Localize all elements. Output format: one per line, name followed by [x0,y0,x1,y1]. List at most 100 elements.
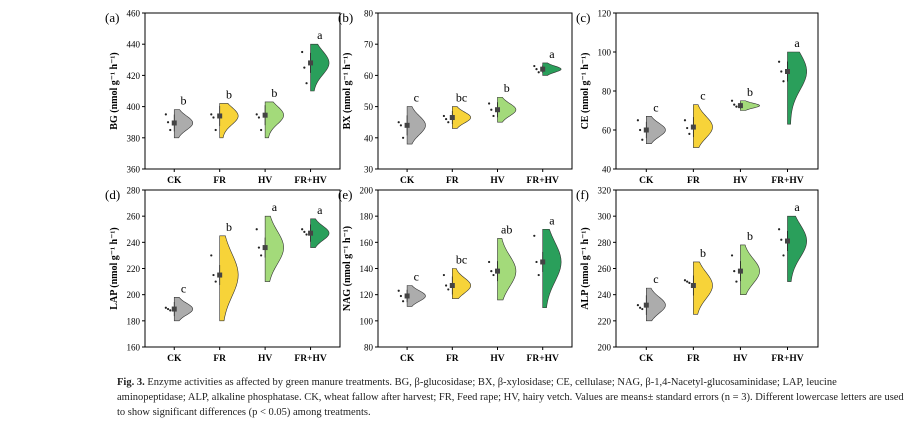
data-point [782,80,785,83]
data-point [492,273,495,277]
y-tick-label: 380 [127,133,141,143]
y-tick-label: 220 [598,316,612,326]
panel-label: (a) [105,10,119,25]
violin-FR+HV [787,215,807,282]
y-tick-label: 320 [598,186,612,196]
y-tick-label: 100 [598,48,612,58]
panel-label: (c) [576,10,590,25]
significance-letter: c [700,89,705,103]
x-tick-label: FR [213,354,226,364]
data-point [777,60,781,63]
data-point [688,281,691,284]
plot-frame [144,189,341,348]
plot-frame [377,12,573,170]
significance-letter: bc [456,91,467,105]
data-point [641,307,644,311]
data-point [210,254,213,257]
data-point [777,228,781,231]
y-tick-label: 420 [127,71,141,81]
violin-FR+HV [310,218,330,248]
violin-FR [452,268,471,299]
y-axis-label: ALP (nmol g⁻¹ h⁻¹) [580,227,591,309]
y-tick-label: 60 [602,126,612,136]
x-tick-label: FR [446,354,459,364]
y-tick-label: 260 [127,212,141,222]
data-point [735,280,738,283]
violin-FR [693,261,713,315]
y-tick-label: 200 [127,290,141,300]
significance-letter: b [700,246,706,260]
data-point [214,280,217,283]
data-point [402,136,405,139]
significance-letter: a [317,28,323,42]
data-point [537,71,540,74]
data-point [445,284,448,287]
data-point [442,273,446,277]
x-tick-label: CK [400,176,415,186]
y-axis-label: LAP (nmol g⁻¹ h⁻¹) [109,227,120,309]
y-tick-label: 30 [364,165,374,175]
data-point [488,102,491,105]
significance-letter: a [794,200,800,214]
data-point [683,279,687,282]
x-tick-label: FR [213,176,226,186]
y-tick-label: 140 [360,264,374,274]
y-axis-label: CE (nmol g⁻¹ h⁻¹) [580,53,591,130]
data-point [260,128,263,132]
data-point [212,116,215,119]
violin-CK [173,296,194,322]
x-tick-label: HV [490,176,504,186]
data-point [164,306,167,309]
mean-marker-HV [495,107,501,113]
data-point [399,294,402,298]
y-tick-label: 180 [360,212,374,222]
significance-letter: b [181,94,187,108]
figure-panels: (a) 360 380 400 420 440 460 BG (nmol g⁻¹ h⁻¹) CK… [105,9,819,364]
data-point [782,254,785,257]
y-tick-label: 40 [364,133,374,143]
significance-letter: a [794,36,800,50]
data-point [445,117,448,121]
data-point [733,270,736,273]
data-point [639,128,642,132]
violin-FR+HV [542,62,562,76]
x-tick-label: CK [167,176,182,186]
data-point [535,68,538,71]
data-point [683,119,687,122]
mean-marker-HV [262,112,268,118]
y-axis-label: BX (nmol g⁻¹ h⁻¹) [342,53,353,130]
data-point [780,70,783,73]
data-point [397,289,400,292]
mean-marker-FR [217,113,223,119]
x-tick-label: FR [687,176,700,186]
data-point [686,280,689,283]
mean-marker-FR [690,124,696,130]
y-tick-label: 260 [598,264,612,274]
x-tick-label: HV [733,354,747,364]
significance-letter: c [653,272,658,286]
y-tick-label: 70 [364,40,374,50]
mean-marker-FR [217,272,223,278]
significance-letter: bc [456,253,467,267]
significance-letter: b [747,85,753,99]
mean-marker-HV [737,268,743,274]
data-point [636,304,640,307]
data-point [257,246,261,249]
violin-FR [452,106,472,129]
data-point [490,108,493,111]
data-point [688,132,691,135]
data-point [305,82,308,85]
mean-marker-CK [404,293,410,299]
y-tick-label: 80 [364,343,374,353]
data-point [780,238,783,241]
significance-letter: a [317,203,323,217]
x-tick-label: FR+HV [527,176,559,186]
mean-marker-FR+HV [308,230,314,236]
violin-HV [740,100,760,111]
y-tick-label: 160 [360,238,374,248]
data-point [214,128,217,132]
y-axis-label: NAG (nmol g⁻¹ h⁻¹) [342,226,353,311]
data-point [730,99,734,102]
data-point [169,309,172,312]
x-tick-label: HV [733,176,747,186]
